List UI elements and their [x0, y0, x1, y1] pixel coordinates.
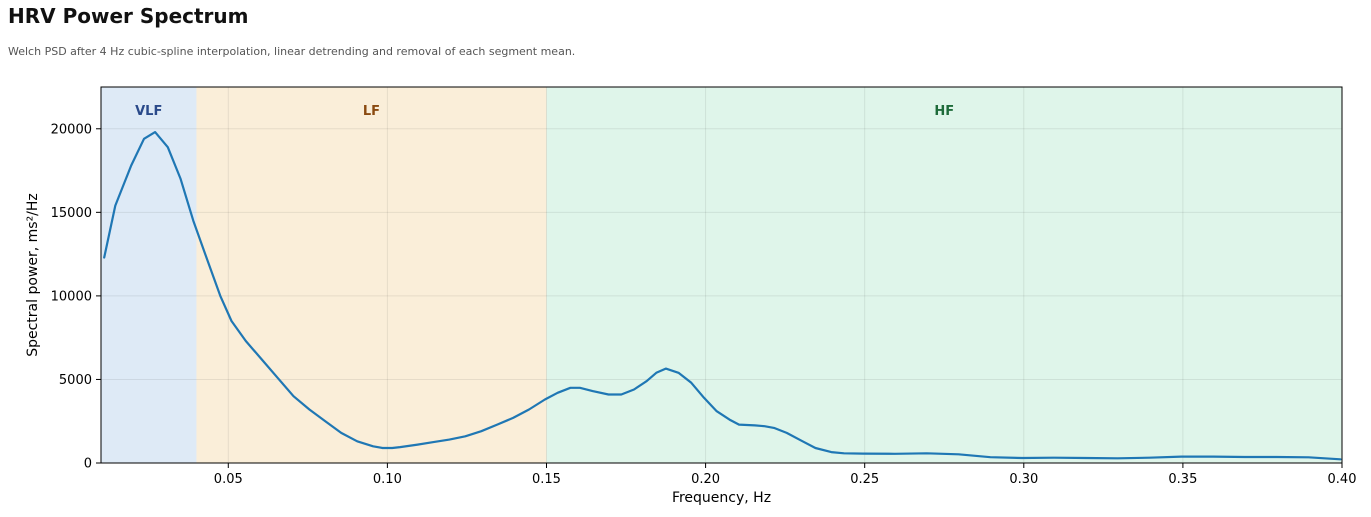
band-vlf — [101, 87, 197, 463]
band-hf — [546, 87, 1342, 463]
x-tick-label: 0.35 — [1168, 472, 1197, 487]
y-axis-ticks: 0 5000 10000 15000 20000 — [51, 122, 101, 472]
page-title: HRV Power Spectrum — [8, 4, 249, 28]
x-tick-label: 0.20 — [691, 472, 720, 487]
y-axis-label: Spectral power, ms²/Hz — [25, 193, 41, 357]
x-tick-label: 0.10 — [373, 472, 402, 487]
band-lf — [196, 87, 547, 463]
series-layer — [103, 131, 1342, 461]
x-axis-label: Frequency, Hz — [672, 490, 771, 506]
x-tick-label: 0.15 — [532, 472, 561, 487]
band-label-vlf: VLF — [135, 104, 162, 119]
band-label-lf: LF — [363, 104, 380, 119]
x-tick-label: 0.30 — [1009, 472, 1038, 487]
y-tick-label: 10000 — [51, 289, 92, 304]
y-tick-label: 20000 — [51, 122, 92, 137]
plot-frame — [100, 86, 1343, 464]
y-tick-label: 0 — [84, 457, 92, 472]
y-tick-label: 15000 — [51, 206, 92, 221]
y-tick-label: 5000 — [59, 373, 92, 388]
x-tick-label: 0.25 — [850, 472, 879, 487]
x-tick-label: 0.40 — [1328, 472, 1357, 487]
band-labels-layer: VLF LF HF — [135, 104, 954, 119]
psd-series-line — [103, 131, 1342, 461]
bands-layer — [101, 87, 1342, 463]
x-axis-ticks: 0.05 0.10 0.15 0.20 0.25 0.30 0.35 0.40 — [214, 463, 1357, 487]
x-tick-label: 0.05 — [214, 472, 243, 487]
band-label-hf: HF — [934, 104, 954, 119]
page-subtitle: Welch PSD after 4 Hz cubic-spline interp… — [8, 45, 576, 58]
